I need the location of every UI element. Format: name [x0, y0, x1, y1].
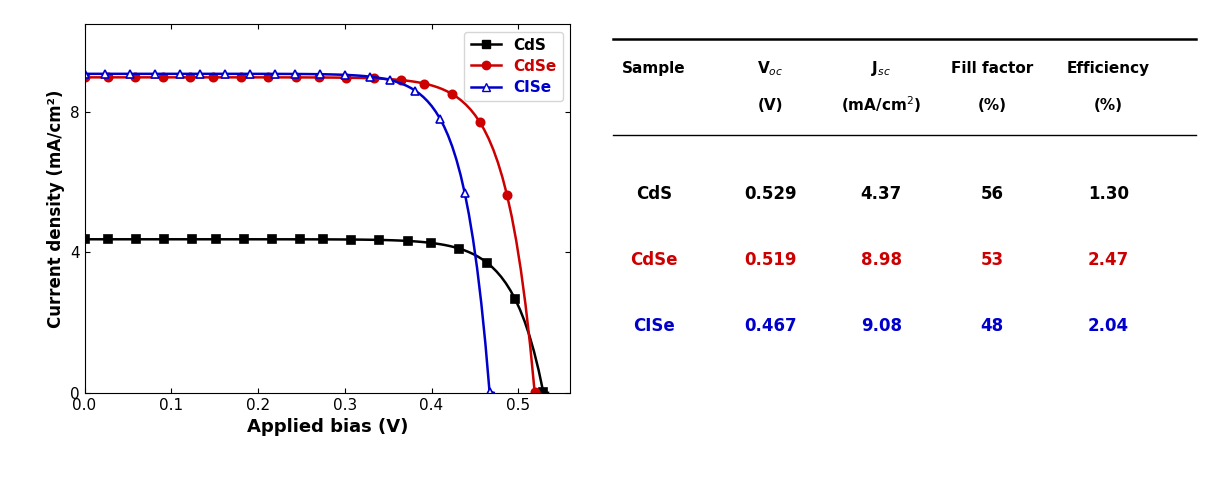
- CISe: [77, 71, 92, 77]
- CdS: [354, 237, 368, 242]
- CdS: [167, 237, 181, 242]
- Text: 1.30: 1.30: [1088, 184, 1129, 203]
- Text: CISe: CISe: [633, 318, 675, 335]
- CISe: [487, 390, 501, 396]
- CdSe: [77, 74, 92, 80]
- CdSe: [348, 75, 362, 81]
- CISe: [453, 172, 467, 178]
- Text: CdSe: CdSe: [631, 251, 678, 269]
- Text: (%): (%): [977, 98, 1006, 113]
- CdSe: [532, 390, 546, 396]
- Text: 0.529: 0.529: [744, 184, 797, 203]
- Line: CdS: CdS: [81, 235, 552, 397]
- CISe: [156, 71, 170, 77]
- Text: Efficiency: Efficiency: [1067, 61, 1150, 76]
- Legend: CdS, CdSe, CISe: CdS, CdSe, CISe: [464, 32, 563, 101]
- Y-axis label: Current density (mA/cm²): Current density (mA/cm²): [47, 89, 64, 328]
- CdSe: [312, 75, 326, 80]
- Text: V$_{oc}$: V$_{oc}$: [757, 59, 784, 78]
- Line: CdSe: CdSe: [81, 73, 544, 397]
- Text: J$_{sc}$: J$_{sc}$: [871, 59, 892, 78]
- CdSe: [182, 74, 197, 80]
- Text: CdS: CdS: [635, 184, 672, 203]
- CISe: [321, 71, 336, 77]
- CISe: [288, 71, 302, 77]
- CdS: [504, 288, 518, 294]
- CdS: [185, 237, 199, 242]
- CdSe: [509, 238, 523, 244]
- Text: 56: 56: [981, 184, 1004, 203]
- Text: 4.37: 4.37: [860, 184, 902, 203]
- Line: CISe: CISe: [81, 69, 498, 397]
- CdS: [77, 237, 92, 242]
- CdSe: [164, 74, 179, 80]
- CISe: [466, 236, 481, 242]
- CISe: [173, 71, 187, 77]
- Text: 0.467: 0.467: [744, 318, 797, 335]
- Text: (%): (%): [1094, 98, 1123, 113]
- Text: (V): (V): [757, 98, 783, 113]
- Text: Fill factor: Fill factor: [951, 61, 1033, 76]
- X-axis label: Applied bias (V): Applied bias (V): [246, 418, 408, 436]
- Text: 2.04: 2.04: [1088, 318, 1129, 335]
- Text: 2.47: 2.47: [1088, 251, 1129, 269]
- CdS: [541, 390, 556, 396]
- Text: Sample: Sample: [622, 61, 686, 76]
- Text: 53: 53: [981, 251, 1004, 269]
- Text: 9.08: 9.08: [860, 318, 901, 335]
- Text: 48: 48: [981, 318, 1004, 335]
- Text: 8.98: 8.98: [860, 251, 901, 269]
- Text: 0.519: 0.519: [744, 251, 796, 269]
- CdSe: [495, 175, 510, 181]
- CdS: [316, 237, 331, 242]
- CdS: [517, 319, 532, 324]
- Text: (mA/cm$^2$): (mA/cm$^2$): [841, 95, 922, 115]
